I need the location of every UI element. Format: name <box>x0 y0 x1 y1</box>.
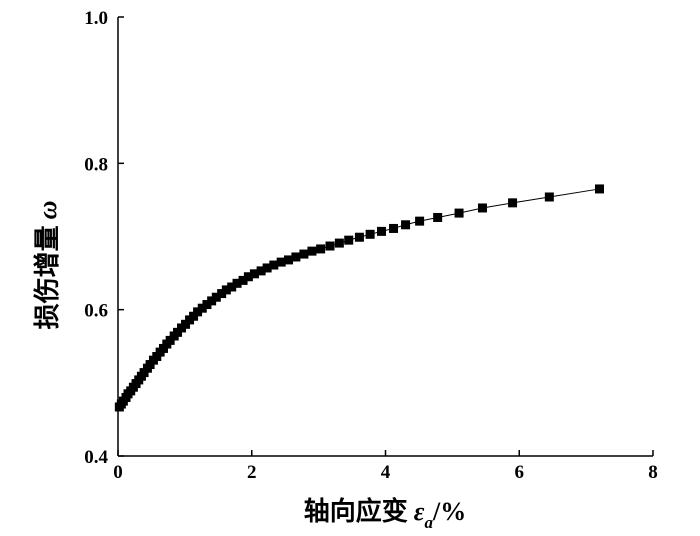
data-point-marker <box>477 203 487 213</box>
data-point-marker <box>291 252 301 262</box>
data-point-marker <box>325 241 335 251</box>
x-tick-label: 2 <box>247 462 257 483</box>
x-axis-unit: /% <box>432 497 466 526</box>
data-point-marker <box>344 235 354 245</box>
data-point-marker <box>454 208 464 218</box>
data-point-marker <box>249 269 259 279</box>
x-axis-title: 轴向应变 εa/% <box>304 496 466 532</box>
data-point-marker <box>217 289 227 299</box>
data-point-marker <box>232 278 242 288</box>
data-point-marker <box>269 260 279 270</box>
data-point-marker <box>238 275 248 285</box>
y-axis-title-text: 损伤增量 <box>32 225 63 329</box>
data-point-marker <box>299 249 309 259</box>
x-axis-subscript: a <box>424 513 433 532</box>
axes <box>117 17 653 457</box>
data-point-marker <box>595 184 604 194</box>
data-point-marker <box>211 292 221 302</box>
ticks: 0 2 4 6 8 0.4 0.6 0.8 1.0 <box>84 8 658 483</box>
data-point-marker <box>433 212 443 222</box>
data-point-marker <box>316 244 326 254</box>
data-point-marker <box>207 296 217 306</box>
data-point-marker <box>307 246 317 256</box>
data-point-marker <box>227 282 237 292</box>
data-point-marker <box>544 192 554 202</box>
data-point-marker <box>202 300 212 310</box>
data-point-marker <box>193 307 203 317</box>
data-point-marker <box>389 223 399 233</box>
data-point-marker <box>401 220 411 230</box>
y-tick-label: 0.8 <box>84 154 108 175</box>
data-point-marker <box>221 285 231 295</box>
data-point-marker <box>197 303 207 313</box>
data-point-marker <box>243 272 253 282</box>
y-tick-label: 0.6 <box>84 301 108 322</box>
y-axis-symbol: ω <box>33 201 62 220</box>
x-tick-label: 6 <box>515 462 525 483</box>
y-tick-label: 0.4 <box>84 447 108 468</box>
x-axis-title-text: 轴向应变 <box>304 496 408 527</box>
data-point-marker <box>276 257 286 267</box>
data-point-marker <box>284 255 294 265</box>
data-point-marker <box>334 238 344 248</box>
x-tick-label: 8 <box>648 462 658 483</box>
data-point-marker <box>354 232 364 242</box>
x-axis-symbol: ε <box>414 497 425 526</box>
data-point-marker <box>256 266 266 276</box>
series-line <box>118 188 600 408</box>
data-point-marker <box>365 229 375 239</box>
data-point-marker <box>376 226 386 236</box>
x-tick-label: 0 <box>113 462 123 483</box>
y-axis-title: 损伤增量 ω <box>32 201 63 330</box>
y-tick-label: 1.0 <box>84 8 108 29</box>
data-point-marker <box>262 263 272 273</box>
data-point-marker <box>508 198 518 208</box>
data-point-marker <box>415 216 425 226</box>
x-tick-label: 4 <box>381 462 391 483</box>
data-series <box>114 184 604 412</box>
